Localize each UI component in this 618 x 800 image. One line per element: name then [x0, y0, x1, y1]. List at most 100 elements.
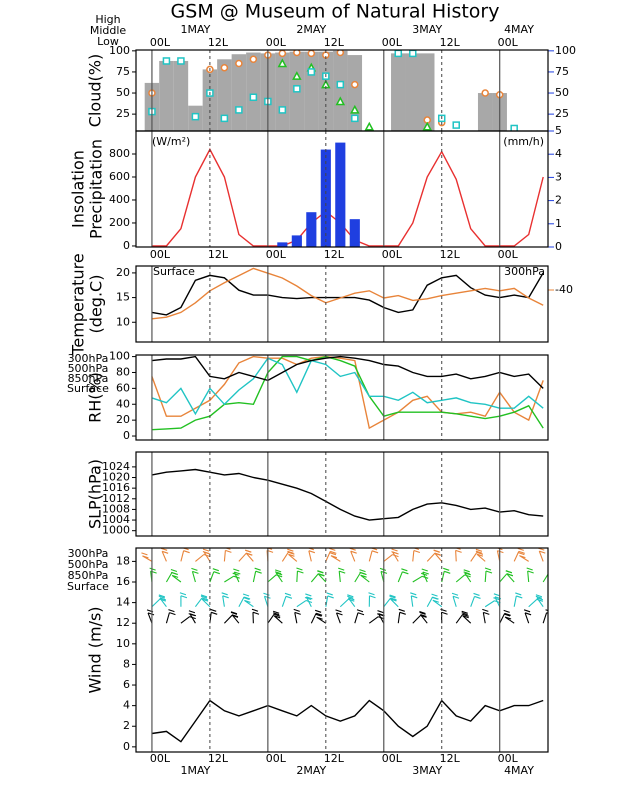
plot-area — [151, 142, 544, 247]
x-tick-label: 00L — [150, 248, 171, 261]
wind-barb — [412, 548, 421, 562]
wind-barb — [513, 592, 523, 607]
line — [151, 468, 544, 521]
y-tick-label: 1000 — [102, 524, 130, 537]
wind-barb — [523, 609, 532, 624]
wind-barb — [274, 569, 283, 583]
precip-bar — [349, 219, 360, 247]
x-tick-label: 00L — [382, 248, 403, 261]
middle-marker — [350, 104, 360, 114]
high-marker — [249, 55, 258, 64]
wind-barb — [505, 570, 515, 583]
cloud-bar — [217, 59, 232, 131]
y2-tick-label: 50 — [555, 86, 569, 99]
wind-barb — [461, 612, 472, 624]
y2-tick-label: 3 — [555, 170, 562, 183]
x-tick-label: 00L — [382, 36, 403, 49]
wind-barb — [412, 611, 427, 624]
wind-barb — [499, 609, 511, 624]
y2-tick-label: -40 — [555, 283, 573, 296]
wind-barb — [263, 592, 271, 607]
date-label: 3MAY — [412, 23, 442, 36]
y-tick-label: 100 — [109, 44, 130, 57]
y-tick-label: 18 — [116, 554, 130, 567]
wind-barb — [391, 548, 399, 562]
y-tick-label: 1008 — [102, 502, 130, 515]
low-marker — [249, 93, 258, 101]
low-marker — [293, 85, 301, 93]
x-tick-label: 00L — [382, 752, 403, 765]
wind-barb — [455, 610, 469, 624]
wind-barb — [475, 550, 486, 562]
wind-barb — [503, 613, 515, 624]
y-tick-label: 10 — [116, 637, 130, 650]
high-marker — [336, 50, 345, 57]
precip-bar — [277, 242, 288, 247]
wind-barb — [535, 594, 544, 608]
wind-barb — [180, 548, 190, 562]
wind-barb — [368, 592, 376, 607]
y-tick-label: 1016 — [102, 481, 130, 494]
y-tick-label: 12 — [116, 616, 130, 629]
y2-tick-label: 0 — [555, 240, 562, 253]
y2-tick-label: 5 — [555, 124, 562, 137]
wind-barb — [419, 610, 428, 624]
high-marker — [293, 50, 301, 57]
legend-entry: 300hPa — [504, 265, 545, 278]
y-axis-title: Precipitation — [87, 139, 106, 239]
wind-barb — [233, 568, 241, 583]
wind-barb — [338, 567, 346, 583]
wind-barb — [244, 549, 254, 562]
x-tick-label: 12L — [208, 752, 229, 765]
wind-barb — [179, 592, 188, 607]
middle-marker — [364, 121, 375, 131]
plot-area — [151, 468, 544, 521]
wind-barb — [281, 592, 293, 607]
low-marker — [510, 124, 518, 131]
date-label: 2MAY — [296, 764, 326, 777]
date-label: 4MAY — [504, 764, 534, 777]
x-tick-label: 00L — [498, 752, 519, 765]
y2-tick-label: 25 — [555, 107, 569, 120]
cloud-bar — [333, 50, 348, 131]
x-tick-label: 12L — [324, 248, 345, 261]
wind-barb — [194, 594, 209, 608]
legend-entry: 500hPa — [68, 558, 109, 571]
y-unit: (W/m²) — [152, 135, 190, 148]
wind-barb — [230, 611, 240, 624]
y-tick-label: 4 — [123, 699, 130, 712]
wind-barb — [160, 548, 169, 562]
wind-barb — [470, 592, 481, 607]
middle-marker — [292, 71, 302, 80]
legend-entry: 300hPa — [68, 352, 109, 365]
y-tick-label: 20 — [116, 266, 130, 279]
wind-barb — [151, 595, 167, 608]
low-marker — [220, 114, 229, 123]
low-marker — [177, 57, 185, 65]
y-axis-title: Cloud(%) — [86, 54, 105, 127]
precip-bar — [291, 235, 302, 247]
y-tick-label: 75 — [116, 65, 130, 78]
high-marker — [481, 89, 489, 97]
high-marker — [220, 63, 229, 72]
y-axis-title: (deg.C) — [87, 275, 106, 334]
wind-barb — [272, 612, 283, 624]
wind-barb — [209, 608, 218, 624]
y-axis-title: RH(%) — [86, 372, 105, 423]
line — [151, 355, 544, 389]
wind-barb — [397, 568, 409, 583]
x-tick-label: 00L — [266, 752, 287, 765]
legend-entry: 500hPa — [68, 362, 109, 375]
wind-barb — [347, 594, 356, 608]
wind-barb — [359, 571, 370, 583]
cloud-bar — [159, 60, 174, 131]
precip-bar — [306, 212, 317, 247]
x-tick-label: 12L — [440, 248, 461, 261]
date-label: 1MAY — [180, 23, 210, 36]
legend-entry: High — [95, 13, 120, 26]
low-marker — [307, 68, 316, 76]
wind-barb — [170, 571, 182, 583]
wind-barb — [383, 594, 397, 608]
x-tick-label: 12L — [440, 752, 461, 765]
